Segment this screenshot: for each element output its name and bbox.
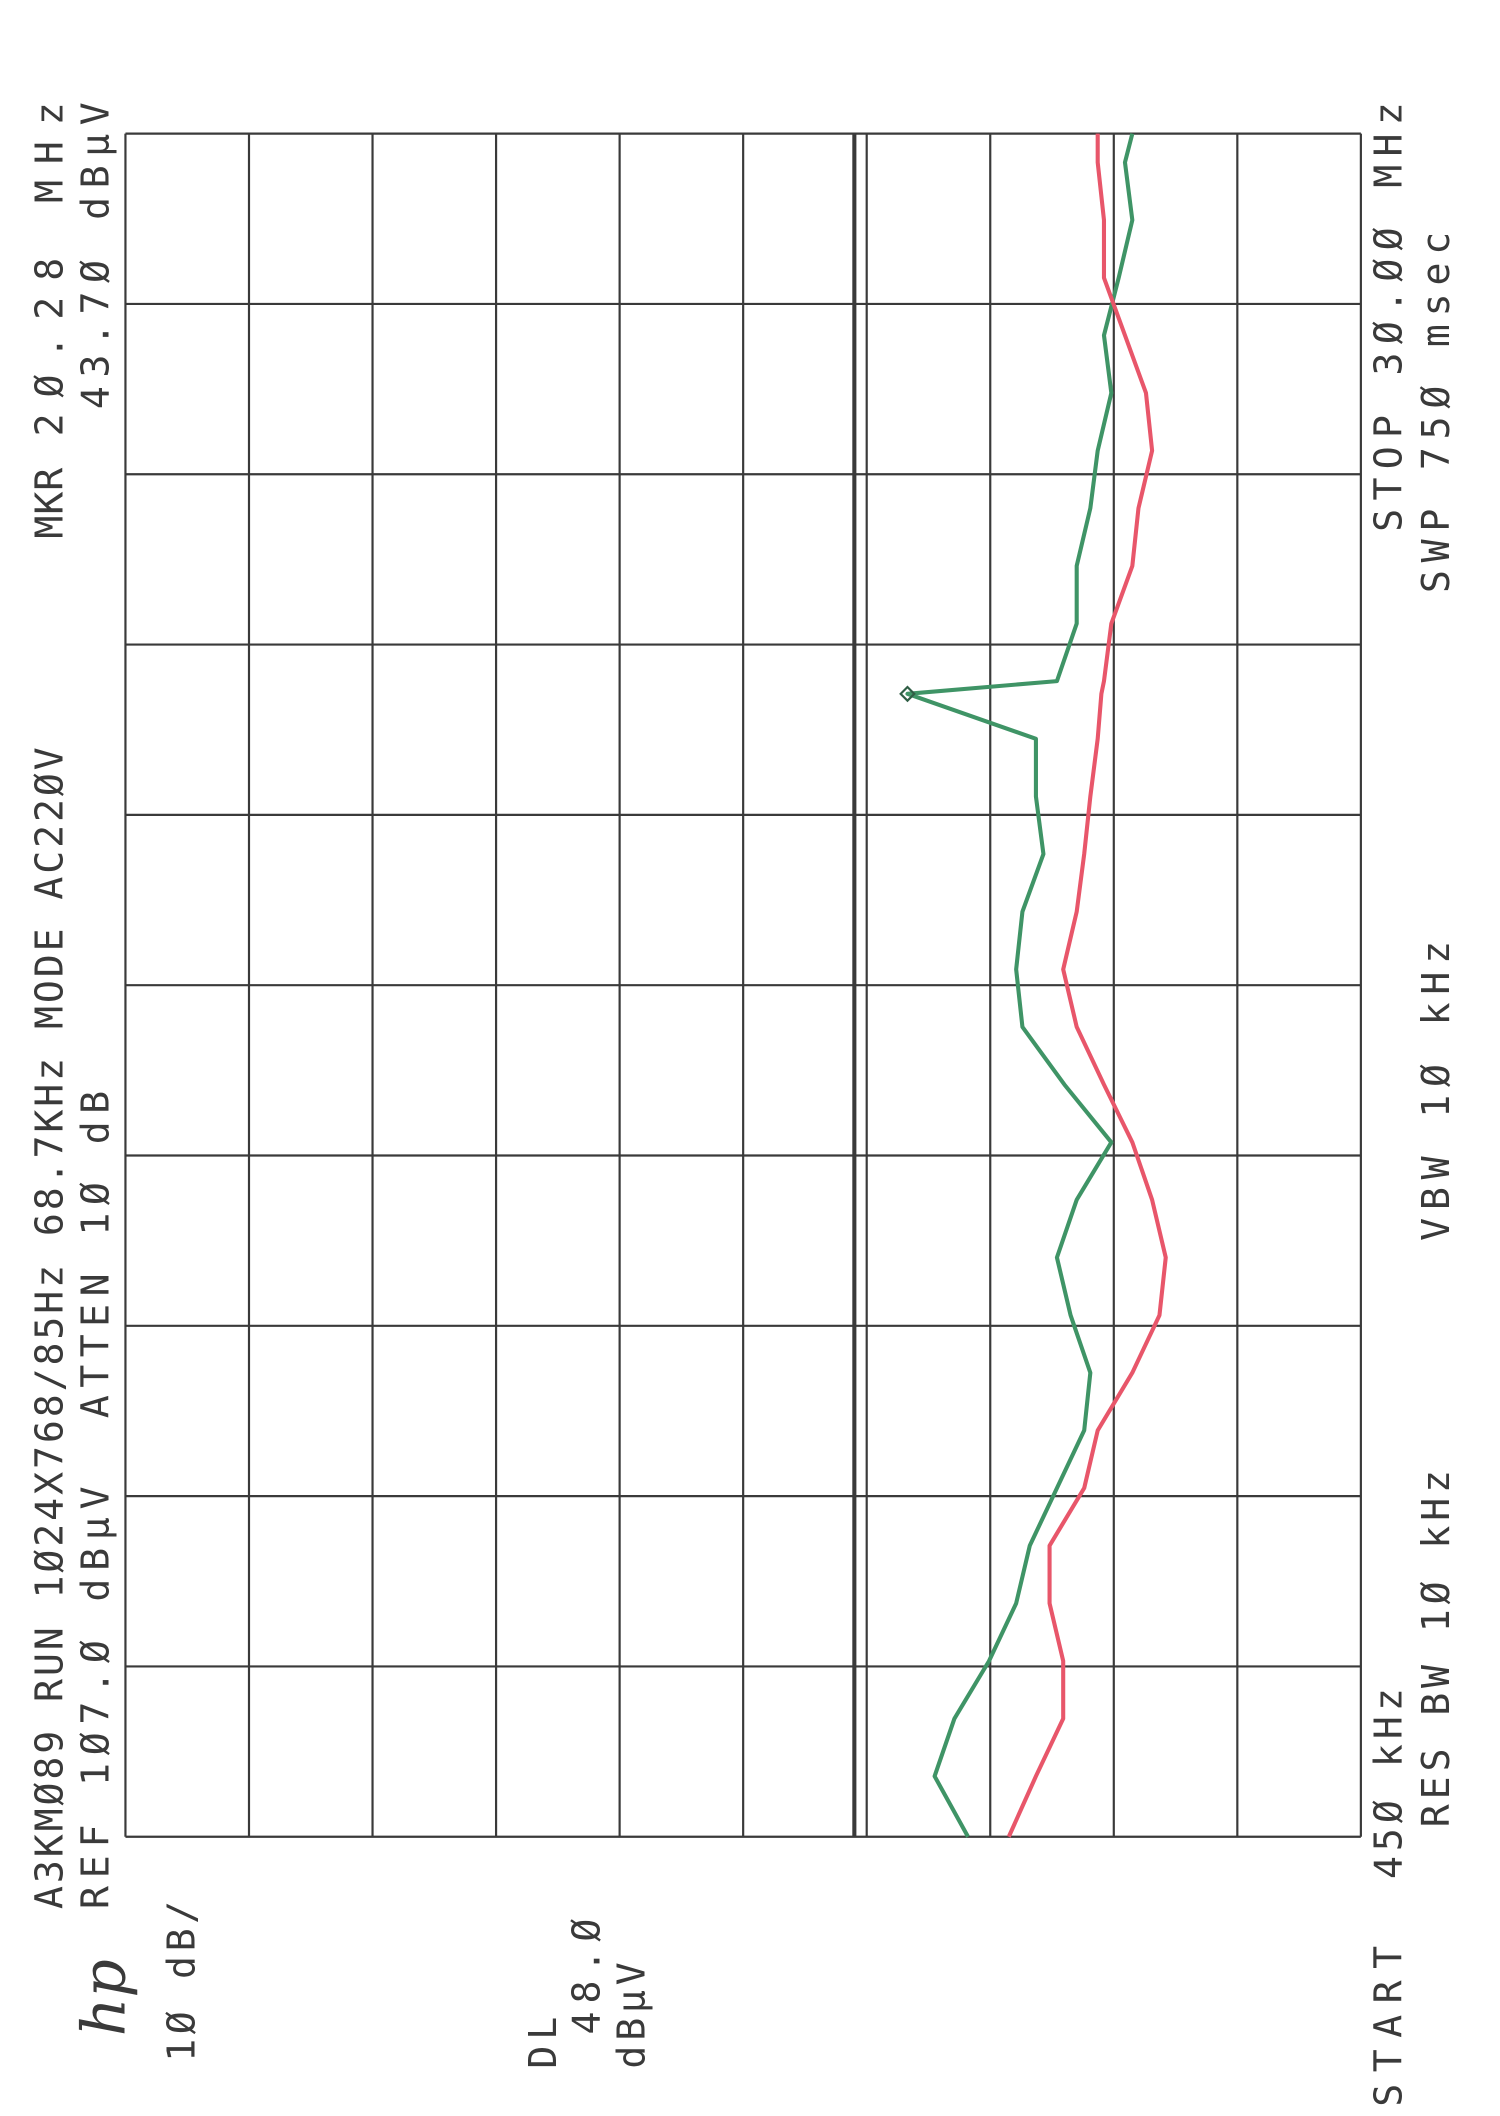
- ref-label: REF 1Ø7.Ø dBµV: [75, 1486, 119, 1909]
- marker-x-label: 2Ø.28 MHz: [28, 102, 72, 436]
- start-value-label: 45Ø kHz: [1367, 1688, 1411, 1879]
- start-label: START: [1367, 1946, 1411, 2107]
- marker-y-label: 43.7Ø dBµV: [75, 102, 119, 409]
- dl-name: DL: [522, 2017, 566, 2069]
- dl-unit: dBµV: [611, 1962, 655, 2068]
- title: A3KMØ89 RUN 1Ø24X768/85Hz 68.7KHz MODE A…: [28, 747, 72, 1909]
- trace: [1006, 133, 1168, 1838]
- dl-value: 48.Ø: [566, 1919, 610, 2035]
- marker: [899, 685, 916, 703]
- trace: [905, 133, 1135, 1838]
- atten-label: ATTEN 1Ø dB: [75, 1091, 119, 1418]
- plot-sheet: hp A3KMØ89 RUN 1Ø24X768/85Hz 68.7KHz MOD…: [28, 102, 1459, 2106]
- res-bw-label: RES BW 1Ø kHz: [1415, 1470, 1459, 1827]
- stop-label: STOP 3Ø.ØØ MHz: [1367, 102, 1411, 532]
- marker-label: MKR: [28, 468, 72, 539]
- logo: hp: [70, 1959, 140, 2036]
- vbw-label: VBW 1Ø kHz: [1415, 941, 1459, 1241]
- scale-label: 1Ø dB/: [161, 1901, 205, 2062]
- sweep-label: SWP 75Ø msec: [1415, 232, 1459, 593]
